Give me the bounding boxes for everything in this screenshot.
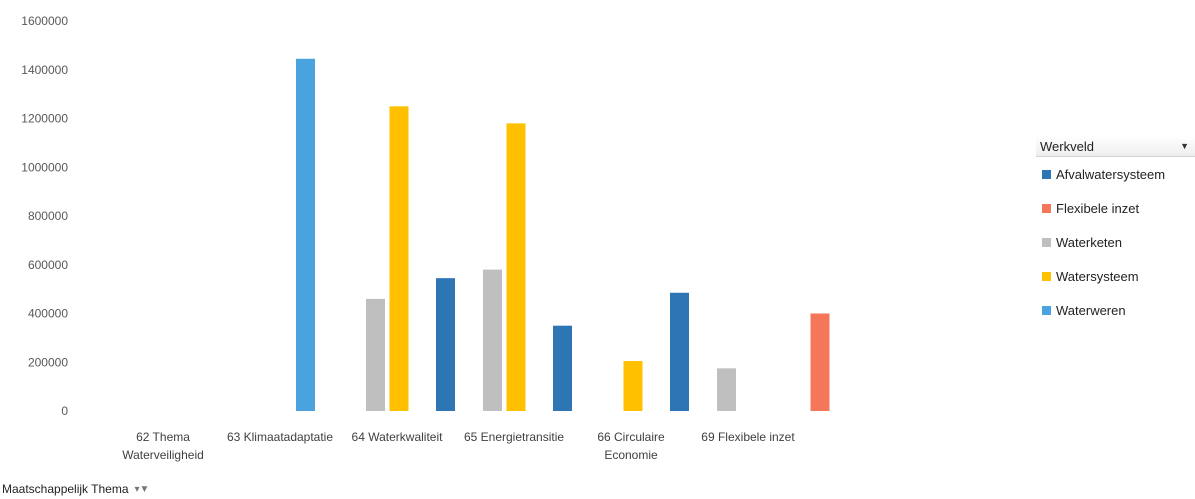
x-axis-ticks: 62 Thema Waterveiligheid 63 Klimaatadaptat… (122, 430, 795, 462)
legend-swatch (1042, 169, 1051, 179)
legend-header[interactable]: Werkveld ▼ (1036, 136, 1195, 157)
legend-label: Flexibele inzet (1056, 200, 1140, 216)
filter-icon[interactable]: ▾▼ (134, 483, 150, 495)
x-tick-label: 65 Energietransitie (464, 430, 564, 444)
bars (296, 58, 830, 411)
legend-item[interactable]: Afvalwatersysteem (1036, 157, 1195, 191)
dropdown-arrow-icon[interactable]: ▼ (1180, 141, 1189, 151)
x-tick-label: 62 Thema Waterveiligheid (122, 430, 204, 462)
x-tick-label: 63 Klimaatadaptatie (227, 430, 333, 444)
legend-label: Watersysteem (1056, 268, 1139, 284)
y-tick-label: 1200000 (21, 112, 68, 126)
legend-label: Afvalwatersysteem (1056, 166, 1166, 182)
x-tick-label: 69 Flexibele inzet (701, 430, 795, 444)
x-tick-label: 66 Circulaire Economie (597, 430, 665, 462)
bar (389, 106, 409, 411)
axis-field-button[interactable]: Maatschappelijk Thema ▾▼ (2, 482, 149, 496)
bar (436, 278, 455, 411)
legend-label: Waterweren (1056, 302, 1126, 318)
bar (483, 269, 502, 411)
bar (717, 368, 736, 411)
legend-item[interactable]: Watersysteem (1036, 259, 1195, 293)
x-tick-label: 64 Waterkwaliteit (352, 430, 444, 444)
y-tick-label: 600000 (28, 258, 68, 272)
legend-swatch (1042, 237, 1051, 247)
y-tick-label: 800000 (28, 209, 68, 223)
legend-item[interactable]: Waterketen (1036, 225, 1195, 259)
bar (670, 292, 689, 411)
bar (553, 325, 572, 411)
legend-label: Waterketen (1056, 234, 1122, 250)
bar-chart: 0 200000 400000 600000 800000 1000000 1200000 1… (21, 14, 830, 462)
legend-item[interactable]: Waterweren (1036, 293, 1195, 327)
legend: Werkveld ▼ Afvalwatersysteem Flexibele in… (1036, 136, 1195, 327)
y-tick-label: 1600000 (21, 14, 68, 28)
legend-swatch (1042, 271, 1051, 281)
bar (623, 361, 643, 411)
axis-field-label: Maatschappelijk Thema (2, 482, 129, 496)
legend-swatch (1042, 305, 1051, 315)
y-tick-label: 200000 (28, 355, 68, 369)
bar (810, 313, 830, 411)
legend-title: Werkveld (1040, 138, 1094, 154)
bar (296, 58, 315, 411)
legend-item[interactable]: Flexibele inzet (1036, 191, 1195, 225)
bar (506, 123, 526, 411)
y-tick-label: 1000000 (21, 160, 68, 174)
legend-swatch (1042, 203, 1051, 213)
y-tick-label: 0 (61, 404, 68, 418)
y-tick-label: 400000 (28, 307, 68, 321)
y-axis-ticks: 0 200000 400000 600000 800000 1000000 1200000 1… (21, 14, 68, 418)
bar (366, 298, 385, 411)
y-tick-label: 1400000 (21, 63, 68, 77)
